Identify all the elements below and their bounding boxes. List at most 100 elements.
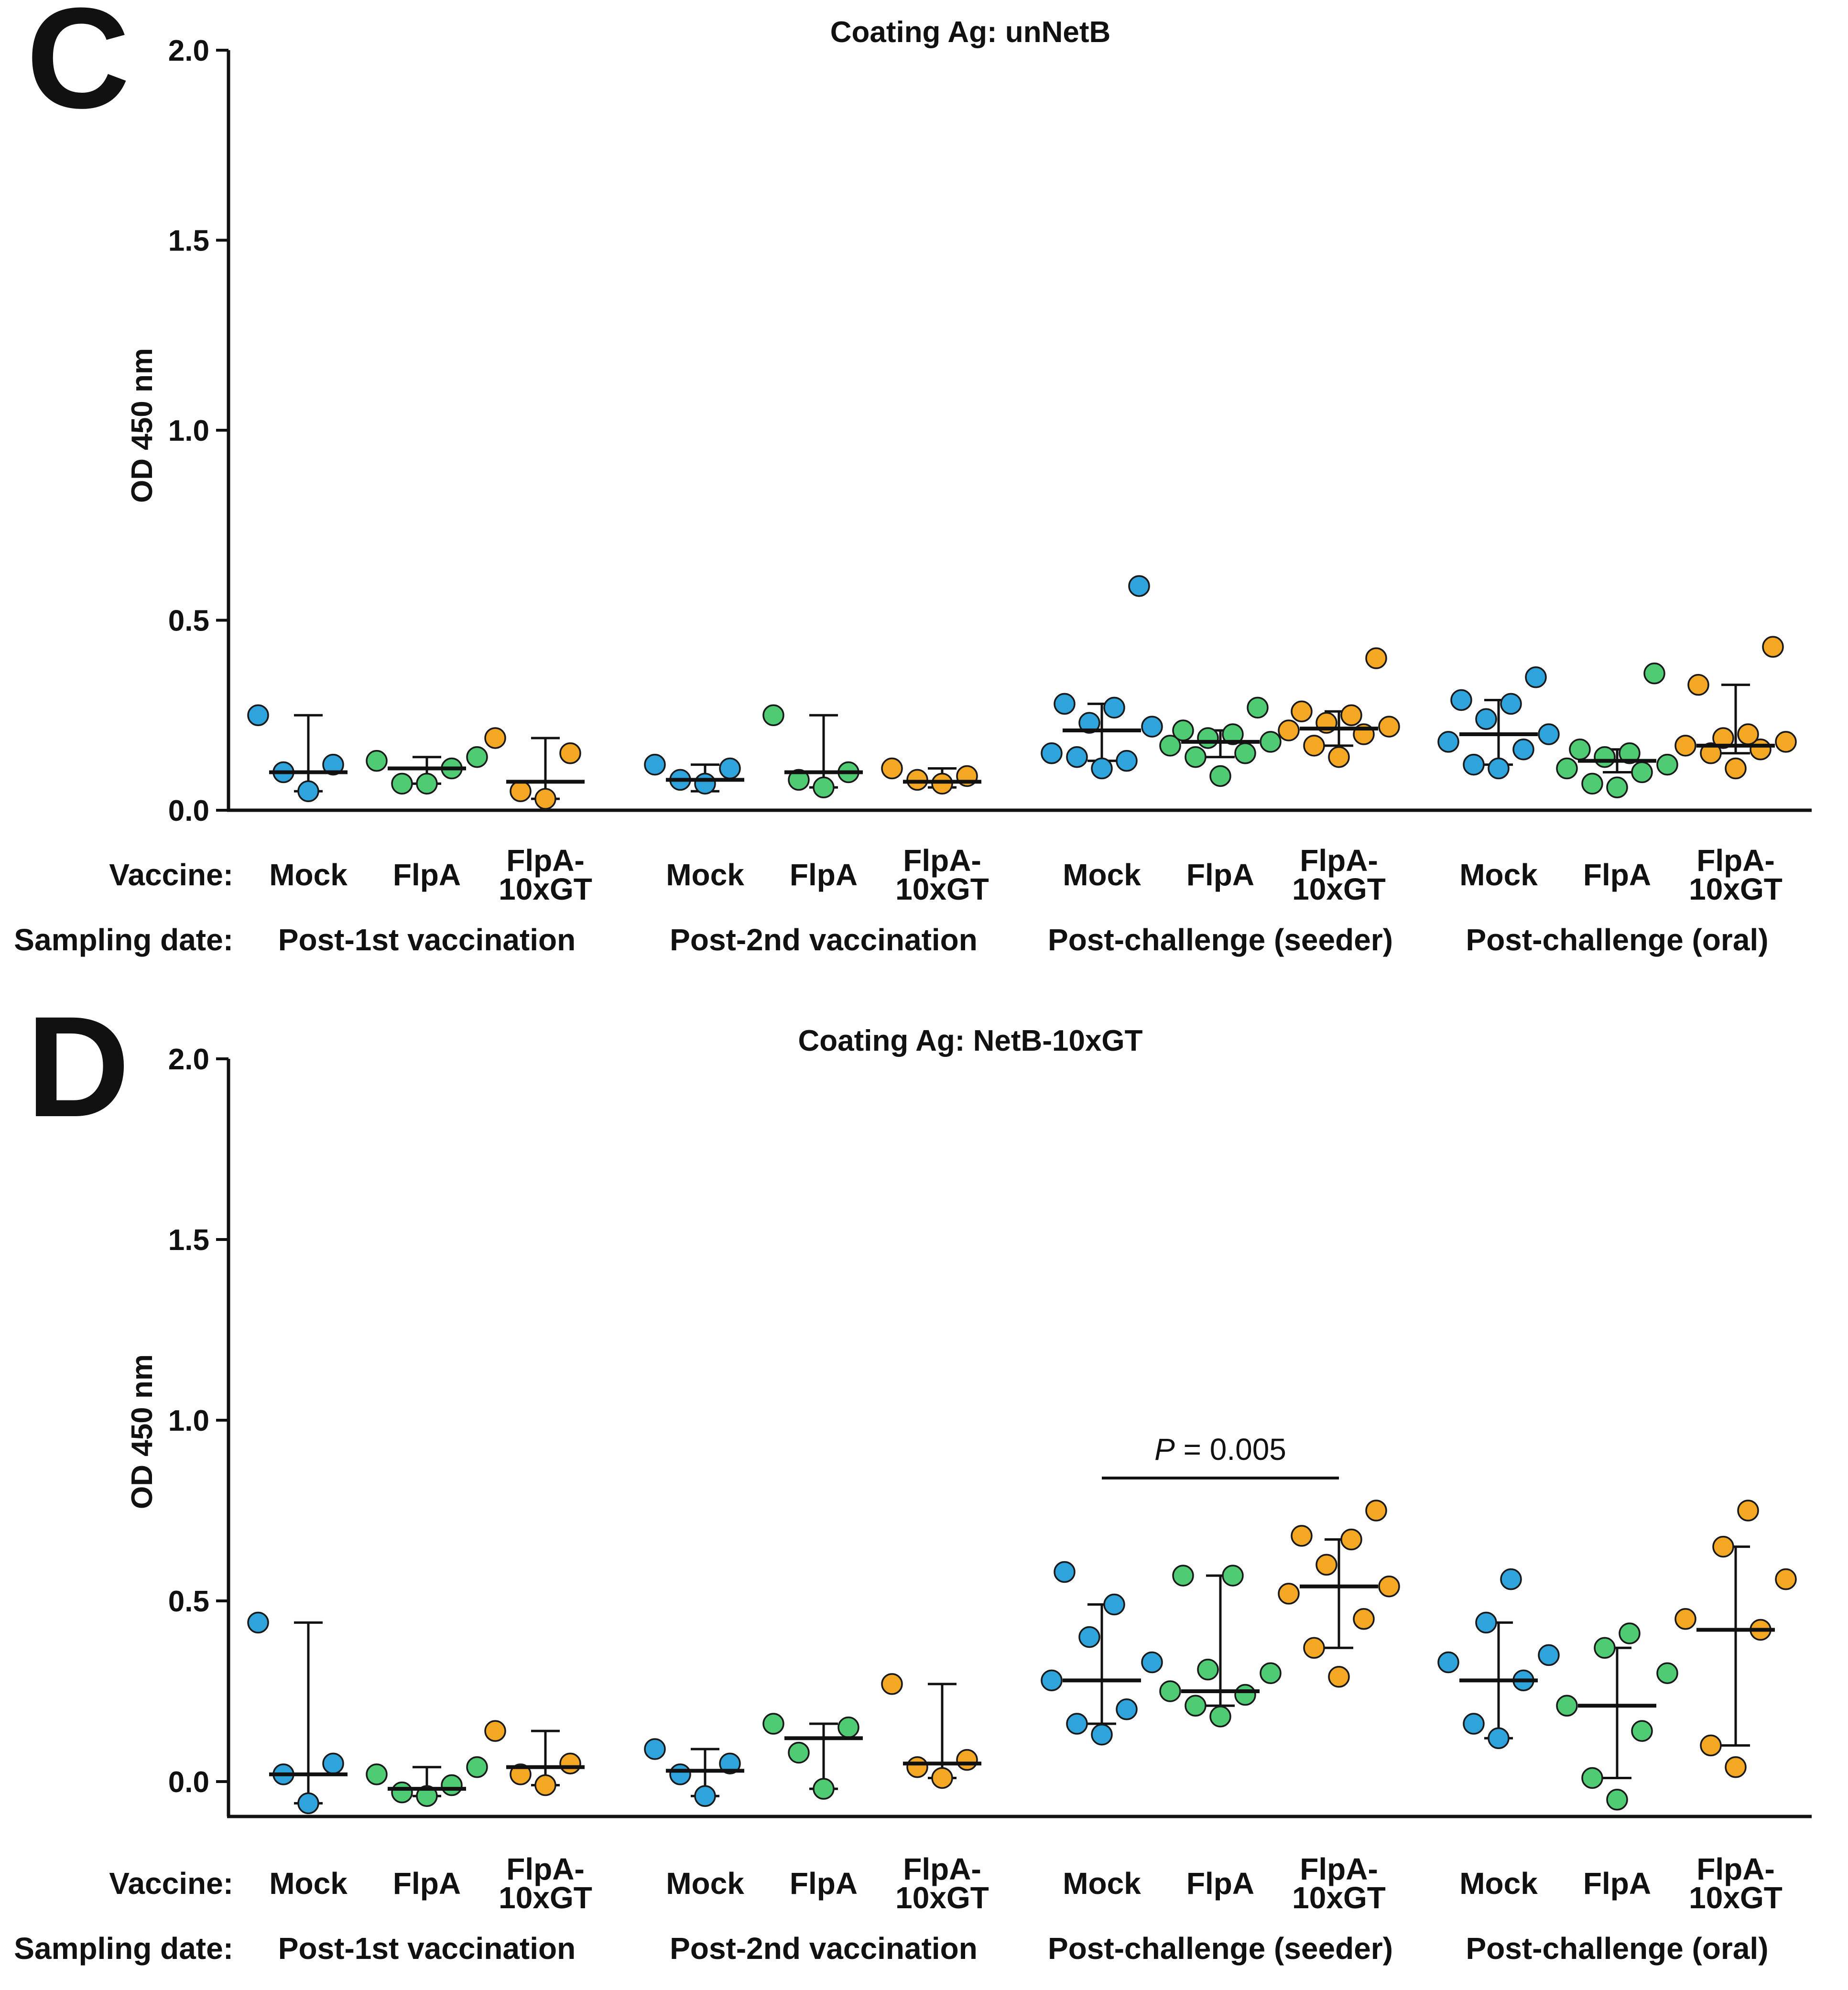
data-point (1291, 700, 1313, 723)
sampling-date-label: Post-challenge (seeder) (1048, 1931, 1393, 1966)
data-point (644, 753, 666, 776)
chart-title: Coating Ag: unNetB (830, 16, 1111, 49)
data-point (1116, 750, 1138, 772)
y-tick-label: 0.0 (168, 794, 209, 827)
data-point (1594, 1637, 1616, 1659)
data-point (906, 1756, 928, 1778)
data-point (644, 1738, 666, 1760)
data-point (1078, 1626, 1100, 1648)
data-point (297, 780, 319, 802)
data-point (366, 750, 388, 772)
data-point (719, 1752, 741, 1774)
vaccine-row-label: Vaccine: (109, 1866, 233, 1901)
data-point (534, 1774, 556, 1796)
vaccine-label: FlpA- (1696, 843, 1775, 878)
vaccine-label: FlpA (1583, 858, 1651, 892)
data-point (559, 742, 581, 764)
data-point (1569, 739, 1591, 761)
data-point (1500, 693, 1522, 715)
sampling-date-label: Post-2nd vaccination (670, 923, 978, 957)
y-tick-label: 0.5 (168, 605, 209, 638)
vaccine-label: Mock (666, 858, 744, 892)
data-point (297, 1792, 319, 1815)
data-point (1463, 753, 1485, 776)
vaccine-label: FlpA- (1300, 1852, 1378, 1886)
data-point (1581, 772, 1603, 795)
data-point (559, 1752, 581, 1774)
vaccine-label: FlpA- (506, 1852, 585, 1886)
data-point (1340, 704, 1362, 726)
data-point (1078, 712, 1100, 734)
data-point (931, 1767, 953, 1789)
y-tick-label: 2.0 (168, 34, 209, 67)
data-point (956, 1749, 978, 1771)
data-point (837, 1716, 859, 1739)
data-point (1463, 1713, 1485, 1735)
data-point (1315, 1554, 1337, 1576)
data-point (391, 772, 413, 795)
vaccine-label: Mock (1459, 1866, 1538, 1901)
data-point (510, 1763, 532, 1785)
data-point (1631, 761, 1653, 783)
vaccine-label: FlpA (790, 1866, 858, 1901)
p-symbol: P (1154, 1432, 1175, 1467)
data-point (1775, 1568, 1797, 1590)
data-point (1141, 1651, 1163, 1674)
data-point (484, 727, 506, 749)
data-point (1619, 742, 1641, 764)
data-point (1556, 757, 1578, 780)
vaccine-label: FlpA- (1696, 1852, 1775, 1886)
data-point (1737, 723, 1759, 745)
data-point (1488, 757, 1510, 780)
data-point (1674, 735, 1696, 757)
data-point (1103, 696, 1125, 719)
data-point (1365, 1500, 1387, 1522)
data-point (1159, 1680, 1181, 1702)
data-point (1054, 693, 1076, 715)
data-point (1488, 1727, 1510, 1750)
y-tick-label: 1.5 (168, 1224, 209, 1257)
vaccine-row-label: Vaccine: (109, 858, 233, 892)
data-point (1606, 1789, 1628, 1811)
data-point (1737, 1500, 1759, 1522)
vaccine-label-line2: 10xGT (499, 1881, 592, 1915)
data-point (1538, 1644, 1560, 1666)
data-point (1260, 1662, 1282, 1684)
data-point (1185, 746, 1207, 768)
data-point (1762, 636, 1784, 658)
data-point (510, 780, 532, 802)
data-point (1116, 1698, 1138, 1720)
data-point (788, 769, 810, 791)
vaccine-label-line2: 10xGT (499, 872, 592, 906)
data-point (1234, 1684, 1256, 1706)
data-point (1643, 663, 1665, 685)
sampling-date-label: Post-1st vaccination (278, 1931, 576, 1966)
data-point (881, 1673, 903, 1695)
data-point (1197, 727, 1219, 749)
data-point (762, 1713, 784, 1735)
data-point (1234, 742, 1256, 764)
data-point (1197, 1658, 1219, 1681)
chart-title: Coating Ag: NetB-10xGT (798, 1024, 1142, 1057)
data-point (1656, 753, 1678, 776)
data-point (1222, 1565, 1244, 1587)
data-point (1247, 696, 1269, 719)
data-point (762, 704, 784, 726)
vaccine-label: FlpA (1583, 1866, 1651, 1901)
vaccine-label-line2: 10xGT (895, 1881, 989, 1915)
data-point (1594, 746, 1616, 768)
y-tick-label: 0.5 (168, 1585, 209, 1618)
data-point (1775, 731, 1797, 753)
data-point (1450, 689, 1472, 711)
data-point (441, 1774, 463, 1796)
sampling-date-label: Post-challenge (oral) (1466, 923, 1769, 957)
data-point (416, 772, 438, 795)
data-point (391, 1781, 413, 1804)
y-tick-label: 2.0 (168, 1043, 209, 1076)
vaccine-label-line2: 10xGT (1689, 1881, 1783, 1915)
vaccine-label: Mock (1063, 858, 1141, 892)
data-point (1128, 575, 1150, 597)
data-point (1712, 727, 1734, 749)
